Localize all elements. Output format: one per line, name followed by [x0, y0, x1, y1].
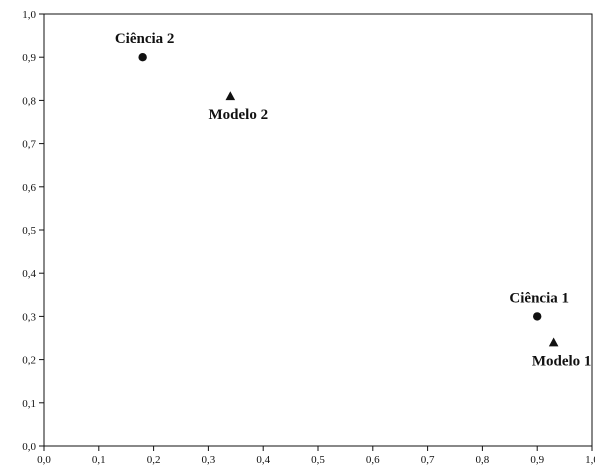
circle-marker	[533, 312, 542, 321]
x-tick-label: 0,5	[311, 454, 325, 466]
x-tick-label: 0,0	[37, 454, 51, 466]
point-label: Modelo 1	[532, 353, 592, 369]
point-label: Modelo 2	[209, 107, 269, 123]
triangle-marker	[225, 91, 236, 101]
x-tick-label: 0,9	[530, 454, 544, 466]
y-tick-label: 0,3	[22, 311, 36, 323]
y-tick-label: 0,4	[22, 268, 36, 280]
y-tick-label: 0,6	[22, 182, 36, 194]
y-tick-label: 0,7	[22, 139, 36, 151]
circle-marker	[138, 53, 147, 62]
y-axis: 0,0 0,1 0,2 0,3 0,4 0,5 0,6 0,7 0,8 0,9 1,0	[22, 9, 44, 453]
y-tick-label: 0,0	[22, 441, 36, 453]
x-tick-label: 0,1	[92, 454, 106, 466]
y-tick-label: 0,2	[22, 355, 36, 367]
triangle-marker	[548, 337, 559, 347]
y-tick-label: 1,0	[22, 9, 36, 21]
y-tick-label: 0,8	[22, 95, 36, 107]
y-tick-label: 0,9	[22, 52, 36, 64]
x-tick-label: 0,8	[476, 454, 490, 466]
point-label: Ciência 2	[115, 31, 175, 47]
y-tick-label: 0,5	[22, 225, 36, 237]
x-axis: 0,0 0,1 0,2 0,3 0,4 0,5 0,6 0,7 0,8 0,9 1,0	[37, 446, 595, 466]
x-tick-label: 0,7	[421, 454, 435, 466]
x-tick-label: 0,3	[202, 454, 216, 466]
x-tick-label: 1,0	[585, 454, 595, 466]
x-tick-label: 0,6	[366, 454, 380, 466]
data-layer: Ciência 2 Modelo 2 Ciência 1 Modelo 1	[115, 31, 592, 369]
x-tick-label: 0,2	[147, 454, 161, 466]
x-tick-label: 0,4	[256, 454, 270, 466]
point-label: Ciência 1	[509, 290, 569, 306]
y-tick-label: 0,1	[22, 398, 36, 410]
